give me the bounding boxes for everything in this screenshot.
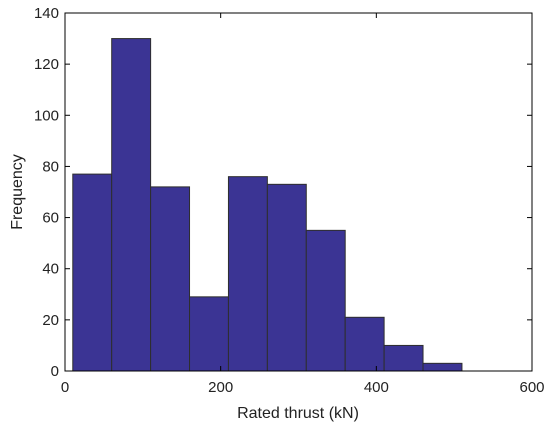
histogram-bar-2 — [111, 38, 152, 372]
x-tick-label-2: 200 — [208, 379, 233, 396]
y-tick-label-3: 40 — [42, 261, 59, 278]
histogram-bar-1 — [72, 173, 113, 372]
histogram-bar-6 — [266, 183, 307, 372]
y-tick-label-5: 80 — [42, 158, 59, 175]
y-tick-label-6: 100 — [34, 107, 59, 124]
y-tick-label-8: 140 — [34, 5, 59, 22]
x-tick-label-4: 600 — [519, 379, 544, 396]
ticks-group: 0 200 400 600 0 20 40 60 80 100 120 140 — [34, 5, 545, 396]
x-axis-label: Rated thrust (kN) — [237, 405, 359, 422]
histogram-bar-4 — [189, 296, 229, 372]
histogram-bar-3 — [150, 186, 191, 372]
histogram-bar-10 — [422, 362, 463, 372]
x-tick-label-3: 400 — [364, 379, 389, 396]
y-tick-label-4: 60 — [42, 210, 59, 227]
y-axis-label: Frequency — [9, 154, 26, 230]
histogram-bar-7 — [305, 229, 346, 372]
histogram-bar-8 — [344, 316, 385, 372]
plot-frame — [64, 12, 533, 372]
x-tick-label-1: 0 — [61, 379, 69, 396]
histogram-bar-9 — [383, 344, 424, 372]
histogram-bar-5 — [227, 176, 268, 372]
bars-group — [72, 38, 463, 372]
y-tick-label-7: 120 — [34, 56, 59, 73]
y-tick-label-1: 0 — [51, 363, 59, 380]
y-tick-label-2: 20 — [42, 312, 59, 329]
